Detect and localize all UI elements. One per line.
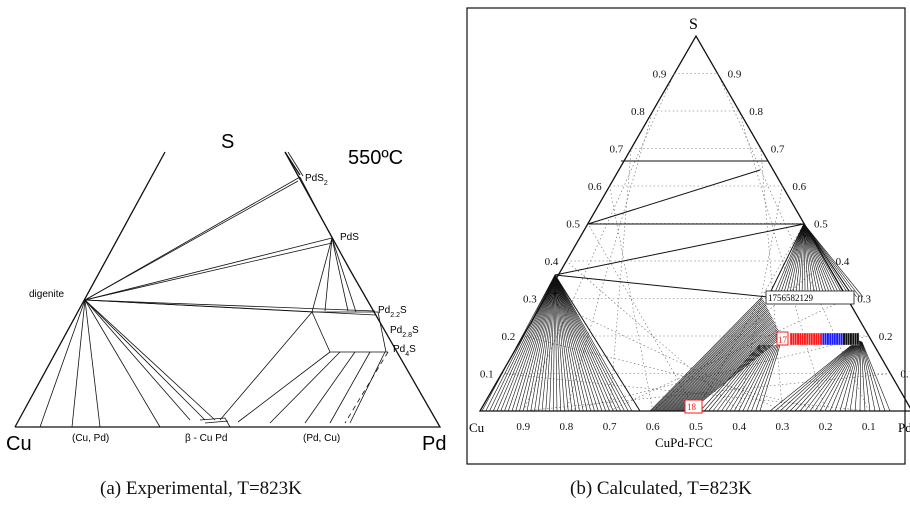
panel-a-experimental: S 550ºC PdS2 PdS Pd2.2S Pd2.8S Pd4S dige…: [6, 131, 446, 499]
panel-a-temperature-label: 550ºC: [348, 147, 403, 169]
panel-b-color-marker-13: [819, 332, 823, 346]
panel-b-left-tick-6: 0.3: [523, 294, 537, 306]
panel-a-phase-pds2: PdS2: [305, 173, 328, 187]
panel-b-bottom-tick-2: 0.7: [603, 421, 617, 433]
panel-a-phase-pd22s: Pd2.2S: [378, 305, 407, 319]
panel-b-left-tick-3: 0.6: [588, 181, 602, 193]
panel-b-color-marker-5: [801, 332, 804, 346]
panel-b-marker-b-label: 18: [687, 402, 697, 412]
panel-b-color-marker-6: [803, 332, 807, 346]
panel-b-marker-a-label: 17: [778, 335, 788, 345]
panel-b-color-marker-21: [838, 332, 841, 346]
panel-b-bottom-tick-0: 0.9: [516, 421, 530, 433]
panel-b-bottom-tick-5: 0.4: [732, 421, 746, 433]
panel-b-color-marker-29: [856, 332, 860, 346]
panel-b-right-tick-8: 0.1: [900, 369, 910, 381]
panel-b-color-marker-3: [796, 332, 800, 346]
panel-b-bottom-tick-4: 0.5: [689, 421, 703, 433]
panel-b-marker-bar: 1756582129 17 18: [684, 290, 860, 414]
panel-b-color-marker-12: [817, 332, 821, 346]
panel-a-bottom-label-beta-cupd: β - Cu Pd: [185, 433, 227, 444]
panel-b-color-marker-0: [789, 332, 793, 346]
panel-a-tie-lines: [39, 176, 389, 428]
panel-b-right-tick-1: 0.8: [749, 106, 763, 118]
panel-b-color-marker-26: [849, 332, 853, 346]
panel-b-color-marker-24: [845, 332, 848, 346]
panel-b-label-box-c: [765, 290, 855, 305]
panel-a-vertex-pd: Pd: [422, 433, 446, 455]
panel-b-color-marker-1: [792, 332, 795, 346]
panel-b-bottom-tick-3: 0.6: [646, 421, 660, 433]
panel-b-marker-a-box: [776, 331, 789, 346]
panel-b-color-marker-22: [840, 332, 844, 346]
panel-b-caption: (b) Calculated, T=823K: [570, 478, 752, 499]
panel-a-phase-pd28s: Pd2.8S: [390, 325, 419, 339]
panel-b-color-marker-17: [828, 332, 832, 346]
panel-b-left-tick-7: 0.2: [501, 331, 515, 343]
panel-b-color-marker-20: [835, 332, 839, 346]
panel-a-vertex-s: S: [221, 131, 234, 153]
panel-b-bottom-tick-1: 0.8: [560, 421, 574, 433]
panel-a-bottom-label-cu-pd: (Cu, Pd): [72, 433, 109, 444]
panel-b-color-marker-10: [812, 332, 816, 346]
panel-b-left-tick-2: 0.7: [609, 144, 623, 156]
panel-b-color-marker-2: [794, 332, 798, 346]
panel-b-right-tick-4: 0.5: [814, 219, 828, 231]
panel-b-left-tick-1: 0.8: [631, 106, 645, 118]
panel-b-color-marker-28: [854, 332, 857, 346]
panel-b-color-marker-14: [822, 332, 825, 346]
panel-a-phase-pd4s: Pd4S: [393, 344, 416, 358]
panel-b-left-tick-0: 0.9: [653, 69, 667, 81]
panel-b-bottom-tick-7: 0.2: [819, 421, 833, 433]
panel-b-left-tick-5: 0.4: [545, 256, 559, 268]
panel-b-label-c: 1756582129: [768, 293, 814, 303]
panel-b-color-marker-19: [833, 332, 837, 346]
panel-b-color-marker-27: [851, 332, 855, 346]
panel-b-bottom-tick-6: 0.3: [776, 421, 790, 433]
panel-b-right-tick-6: 0.3: [857, 294, 871, 306]
panel-b-right-tick-5: 0.4: [836, 256, 850, 268]
panel-b-marker-b-box: [684, 399, 703, 414]
panel-b-vertex-s: S: [689, 16, 698, 33]
panel-b-color-marker-25: [847, 332, 850, 346]
panel-b-vertex-pd: Pd: [898, 420, 910, 435]
panel-b-color-marker-4: [799, 332, 802, 346]
panel-b-left-tick-4: 0.5: [566, 219, 580, 231]
panel-b-color-marker-8: [808, 332, 811, 346]
panel-b-tie-line-fans: [481, 223, 891, 412]
panel-b-right-tick-2: 0.7: [771, 144, 785, 156]
panel-b-color-marker-7: [805, 332, 809, 346]
panel-b-dotted-grid: [501, 73, 891, 412]
panel-b-bottom-axis-label: CuPd-FCC: [655, 435, 713, 450]
panel-a-vertex-cu: Cu: [6, 433, 32, 455]
panel-b-color-marker-15: [824, 332, 827, 346]
panel-a-phase-pds: PdS: [340, 232, 359, 243]
panel-a-caption: (a) Experimental, T=823K: [100, 478, 302, 499]
panel-a-phase-digenite: digenite: [29, 289, 64, 300]
panel-b-color-marker-9: [810, 332, 814, 346]
panel-b-right-tick-7: 0.2: [879, 331, 893, 343]
panel-b-calculated: 0.9 0.9 0.9 0.8 0.8 0.8 0.7 0.7 0.7 0.6 0.6 0.6 0.5 0…: [466, 7, 910, 499]
panel-b-tick-labels: 0.9 0.9 0.9 0.8 0.8 0.8 0.7 0.7 0.7 0.6 0.6 0.6 0.5 0…: [480, 69, 910, 434]
panel-b-vertex-cu: Cu: [469, 420, 485, 435]
panel-b-bottom-tick-8: 0.1: [862, 421, 876, 433]
panel-a-bottom-label-pd-cu: (Pd, Cu): [303, 433, 340, 444]
panel-b-left-tick-8: 0.1: [480, 369, 494, 381]
panel-b-right-tick-0: 0.9: [728, 69, 742, 81]
panel-b-color-marker-11: [815, 332, 818, 346]
panel-b-color-marker-23: [842, 332, 846, 346]
panel-b-color-marker-16: [826, 332, 830, 346]
panel-b-right-tick-3: 0.6: [792, 181, 806, 193]
panel-b-frame: [466, 7, 906, 465]
panel-a-triangle: [14, 151, 442, 428]
panel-b-color-markers: [789, 332, 860, 346]
panel-b-color-marker-18: [831, 332, 834, 346]
panel-b-major-tie-lines: [554, 160, 854, 412]
